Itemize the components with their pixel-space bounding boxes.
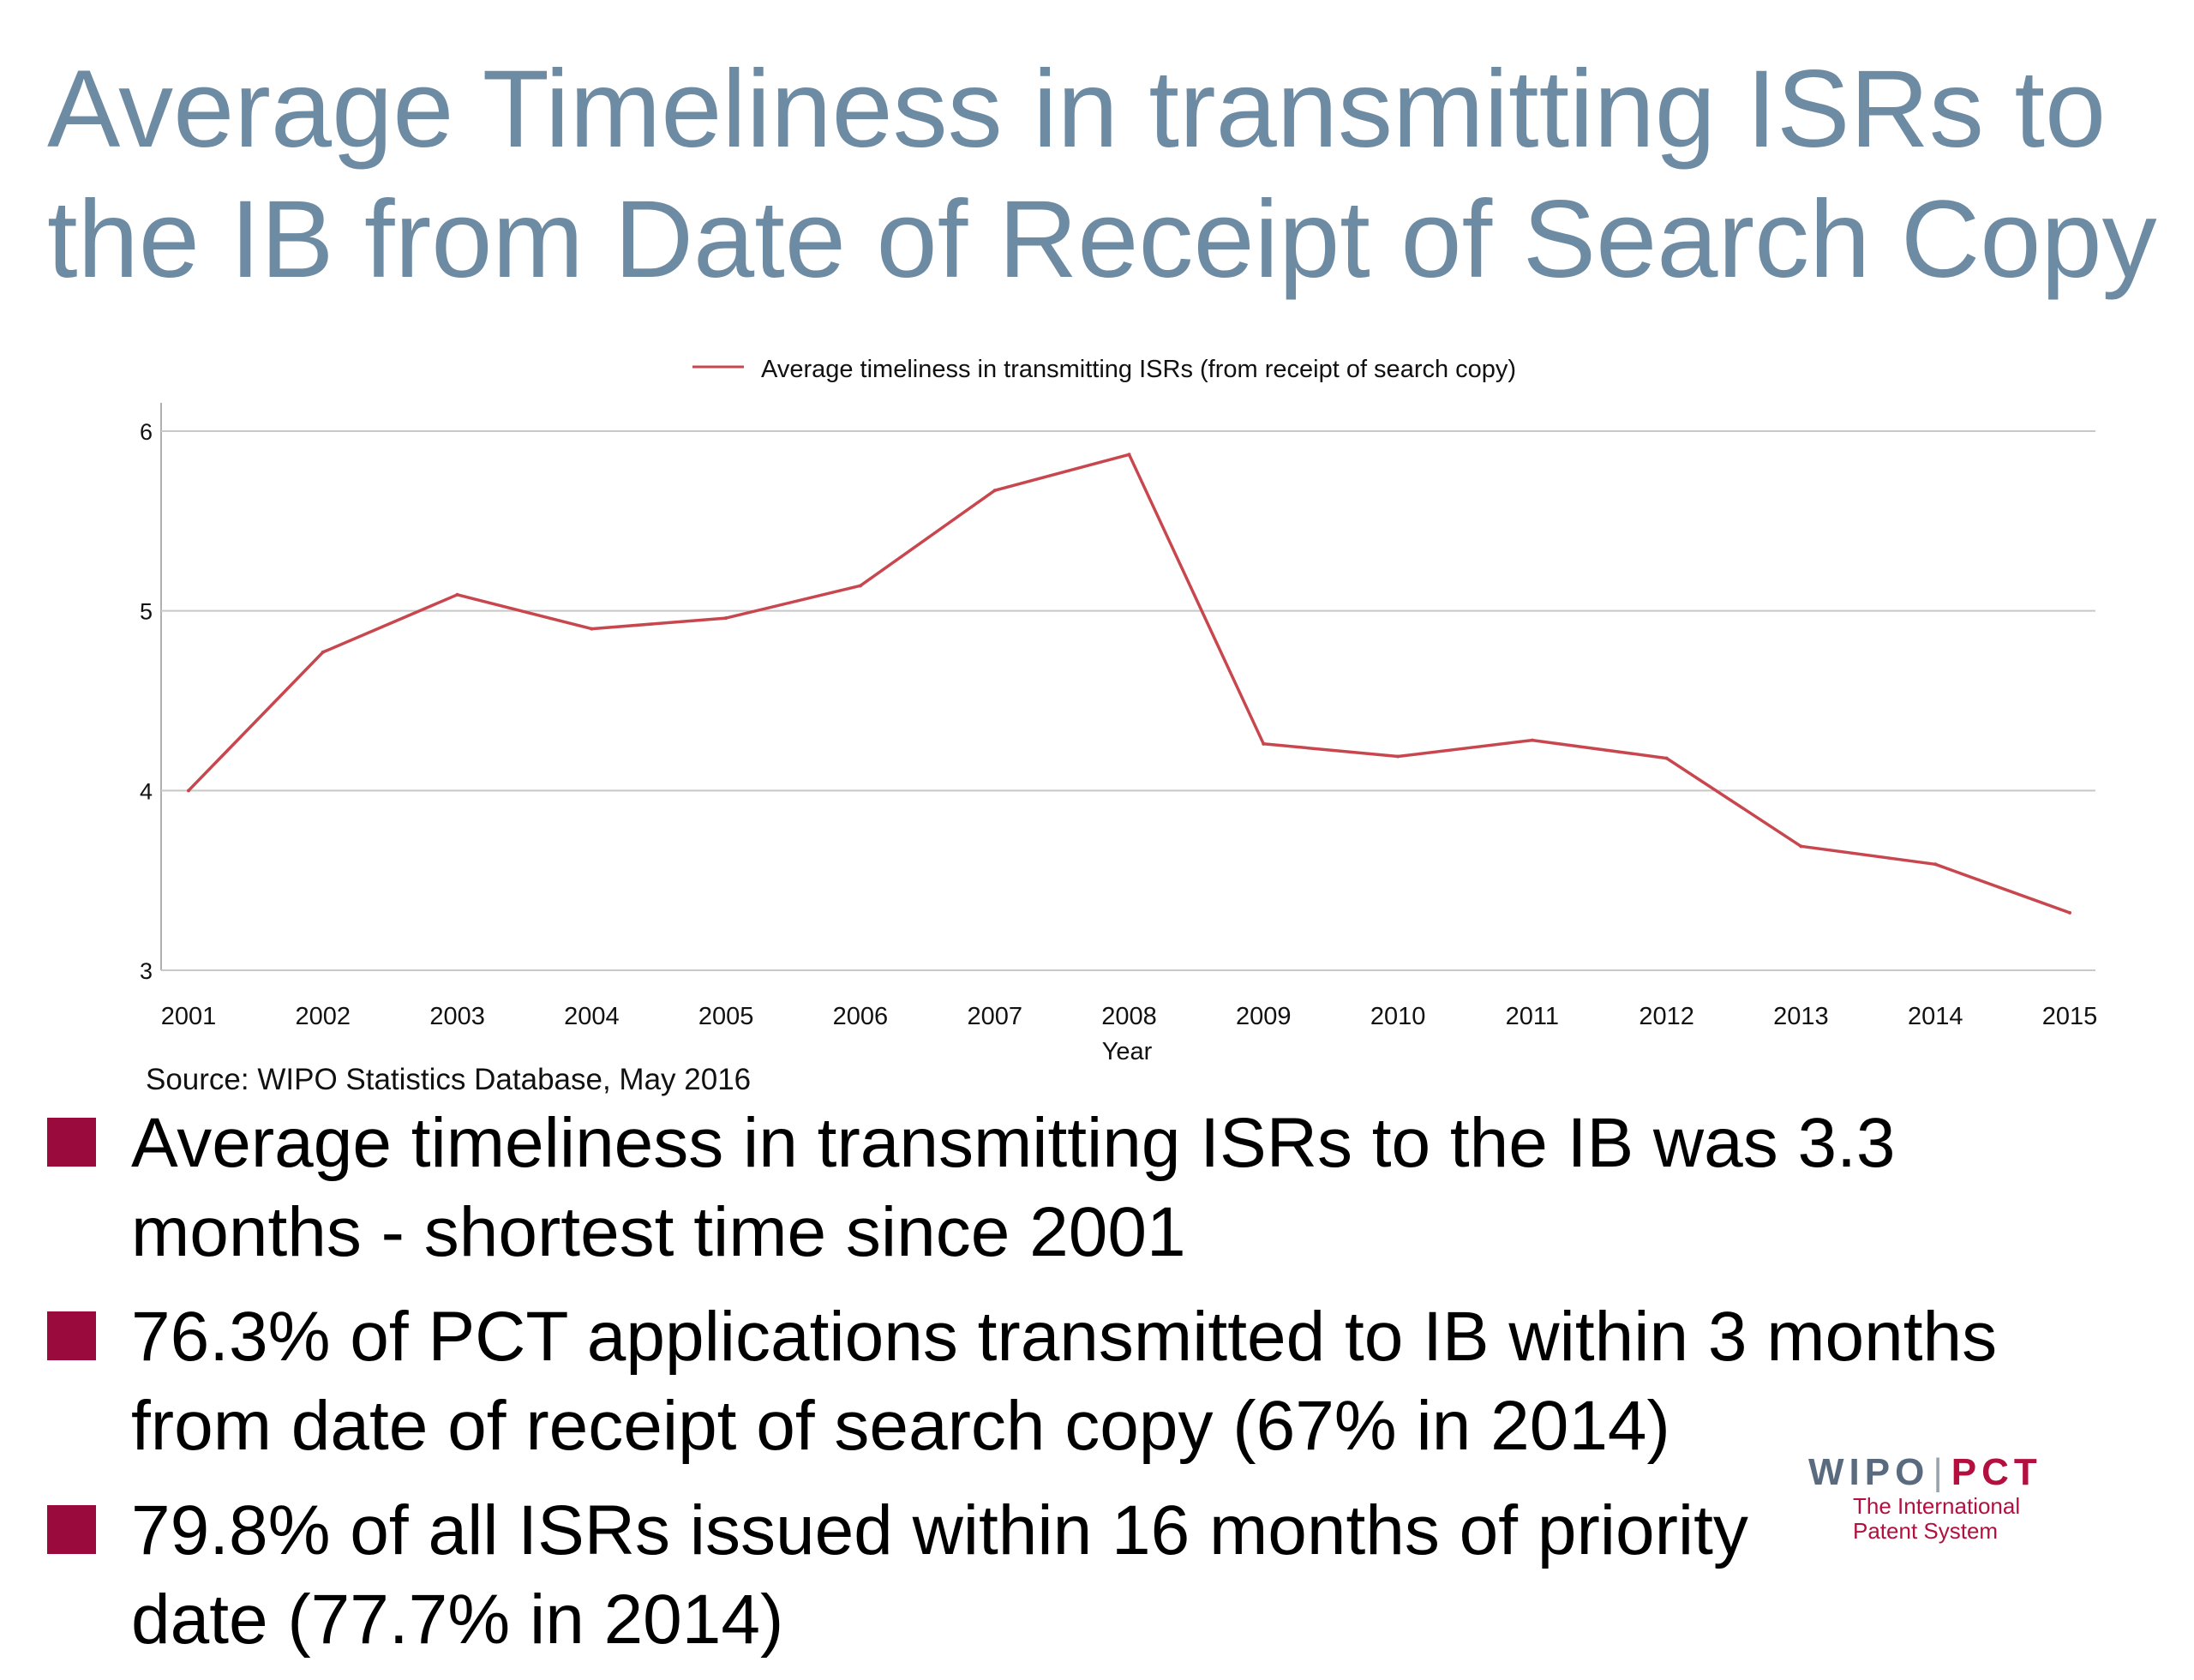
- x-tick-label: 2004: [564, 1003, 620, 1030]
- y-tick-label: 3: [140, 958, 153, 984]
- bullet-item-1: Average timeliness in transmitting ISRs …: [47, 1099, 2087, 1277]
- logo-wipo-text: WIPO: [1808, 1451, 1930, 1493]
- data-point-2013: [1799, 844, 1803, 849]
- x-tick-label: 2009: [1236, 1003, 1292, 1030]
- data-point-2003: [455, 592, 459, 597]
- slide-title-line-1: Average Timeliness in transmitting ISRs …: [47, 48, 2107, 171]
- data-point-2008: [1127, 453, 1131, 457]
- x-tick-label: 2007: [967, 1003, 1022, 1030]
- x-tick-label: 2012: [1639, 1003, 1694, 1030]
- x-tick-label: 2006: [833, 1003, 889, 1030]
- bullet-list: Average timeliness in transmitting ISRs …: [47, 1099, 2087, 1680]
- y-tick-label: 6: [140, 419, 153, 445]
- slide-title: Average Timeliness in transmitting ISRs …: [47, 45, 2173, 305]
- bullet-text-2: 76.3% of PCT applications transmitted to…: [131, 1298, 1998, 1465]
- data-point-2015: [2068, 910, 2071, 915]
- x-tick-label: 2014: [1908, 1003, 1963, 1030]
- bullet-item-2: 76.3% of PCT applications transmitted to…: [47, 1293, 2087, 1471]
- x-tick-label: 2002: [296, 1003, 351, 1030]
- data-point-2007: [992, 489, 997, 493]
- x-tick-label: 2011: [1506, 1003, 1559, 1030]
- logo-subtitle-line-2: Patent System: [1853, 1518, 1999, 1544]
- data-point-2011: [1530, 738, 1534, 742]
- chart-gridlines: [161, 430, 2095, 971]
- data-point-2004: [590, 627, 594, 631]
- x-tick-label: 2015: [2042, 1003, 2098, 1030]
- bullet-item-3: 79.8% of all ISRs issued within 16 month…: [47, 1486, 1897, 1665]
- logo-wordmark: WIPO|PCT: [1808, 1451, 2065, 1494]
- data-point-2006: [858, 584, 862, 588]
- bullet-text-3: 79.8% of all ISRs issued within 16 month…: [131, 1491, 1748, 1659]
- bullet-square-icon: [47, 1505, 96, 1554]
- logo-pct-text: PCT: [1951, 1451, 2042, 1493]
- x-tick-label: 2013: [1773, 1003, 1829, 1030]
- x-tick-label: 2003: [429, 1003, 485, 1030]
- bullet-text-1: Average timeliness in transmitting ISRs …: [131, 1104, 1896, 1271]
- series-line-0: [187, 453, 2071, 915]
- data-point-2009: [1262, 741, 1266, 746]
- data-point-2002: [321, 650, 325, 654]
- y-tick-label: 4: [140, 778, 153, 804]
- bullet-square-icon: [47, 1311, 96, 1360]
- legend-label: Average timeliness in transmitting ISRs …: [761, 356, 1516, 383]
- y-tick-label: 5: [140, 599, 153, 625]
- x-tick-label: 2005: [698, 1003, 754, 1030]
- x-tick-label: 2001: [161, 1003, 217, 1030]
- x-tick-labels: 2001 2002 2003 2004 2005 2006 2007 2008 2009 2010…: [161, 1003, 2098, 1030]
- x-tick-label: 2010: [1370, 1003, 1426, 1030]
- x-axis-label: Year: [1102, 1038, 1153, 1065]
- data-point-2005: [724, 616, 728, 621]
- logo-subtitle-line-1: The International: [1853, 1493, 2021, 1519]
- source-note: Source: WIPO Statistics Database, May 20…: [146, 1063, 752, 1096]
- data-point-2001: [187, 789, 190, 793]
- data-point-2014: [1933, 862, 1938, 867]
- data-point-2012: [1664, 756, 1669, 760]
- y-tick-labels: 3 4 5 6: [140, 419, 153, 984]
- x-tick-label: 2008: [1101, 1003, 1157, 1030]
- data-point-2010: [1396, 754, 1400, 759]
- chart-series: [187, 453, 2071, 915]
- line-chart: Average timeliness in transmitting ISRs …: [140, 356, 2098, 1065]
- wipo-pct-logo: WIPO|PCT The International Patent System: [1808, 1451, 2065, 1544]
- bullet-square-icon: [47, 1118, 96, 1167]
- chart-legend: Average timeliness in transmitting ISRs …: [692, 356, 1516, 383]
- slide-title-line-2: the IB from Date of Receipt of Search Co…: [47, 178, 2157, 301]
- logo-separator: |: [1933, 1451, 1948, 1493]
